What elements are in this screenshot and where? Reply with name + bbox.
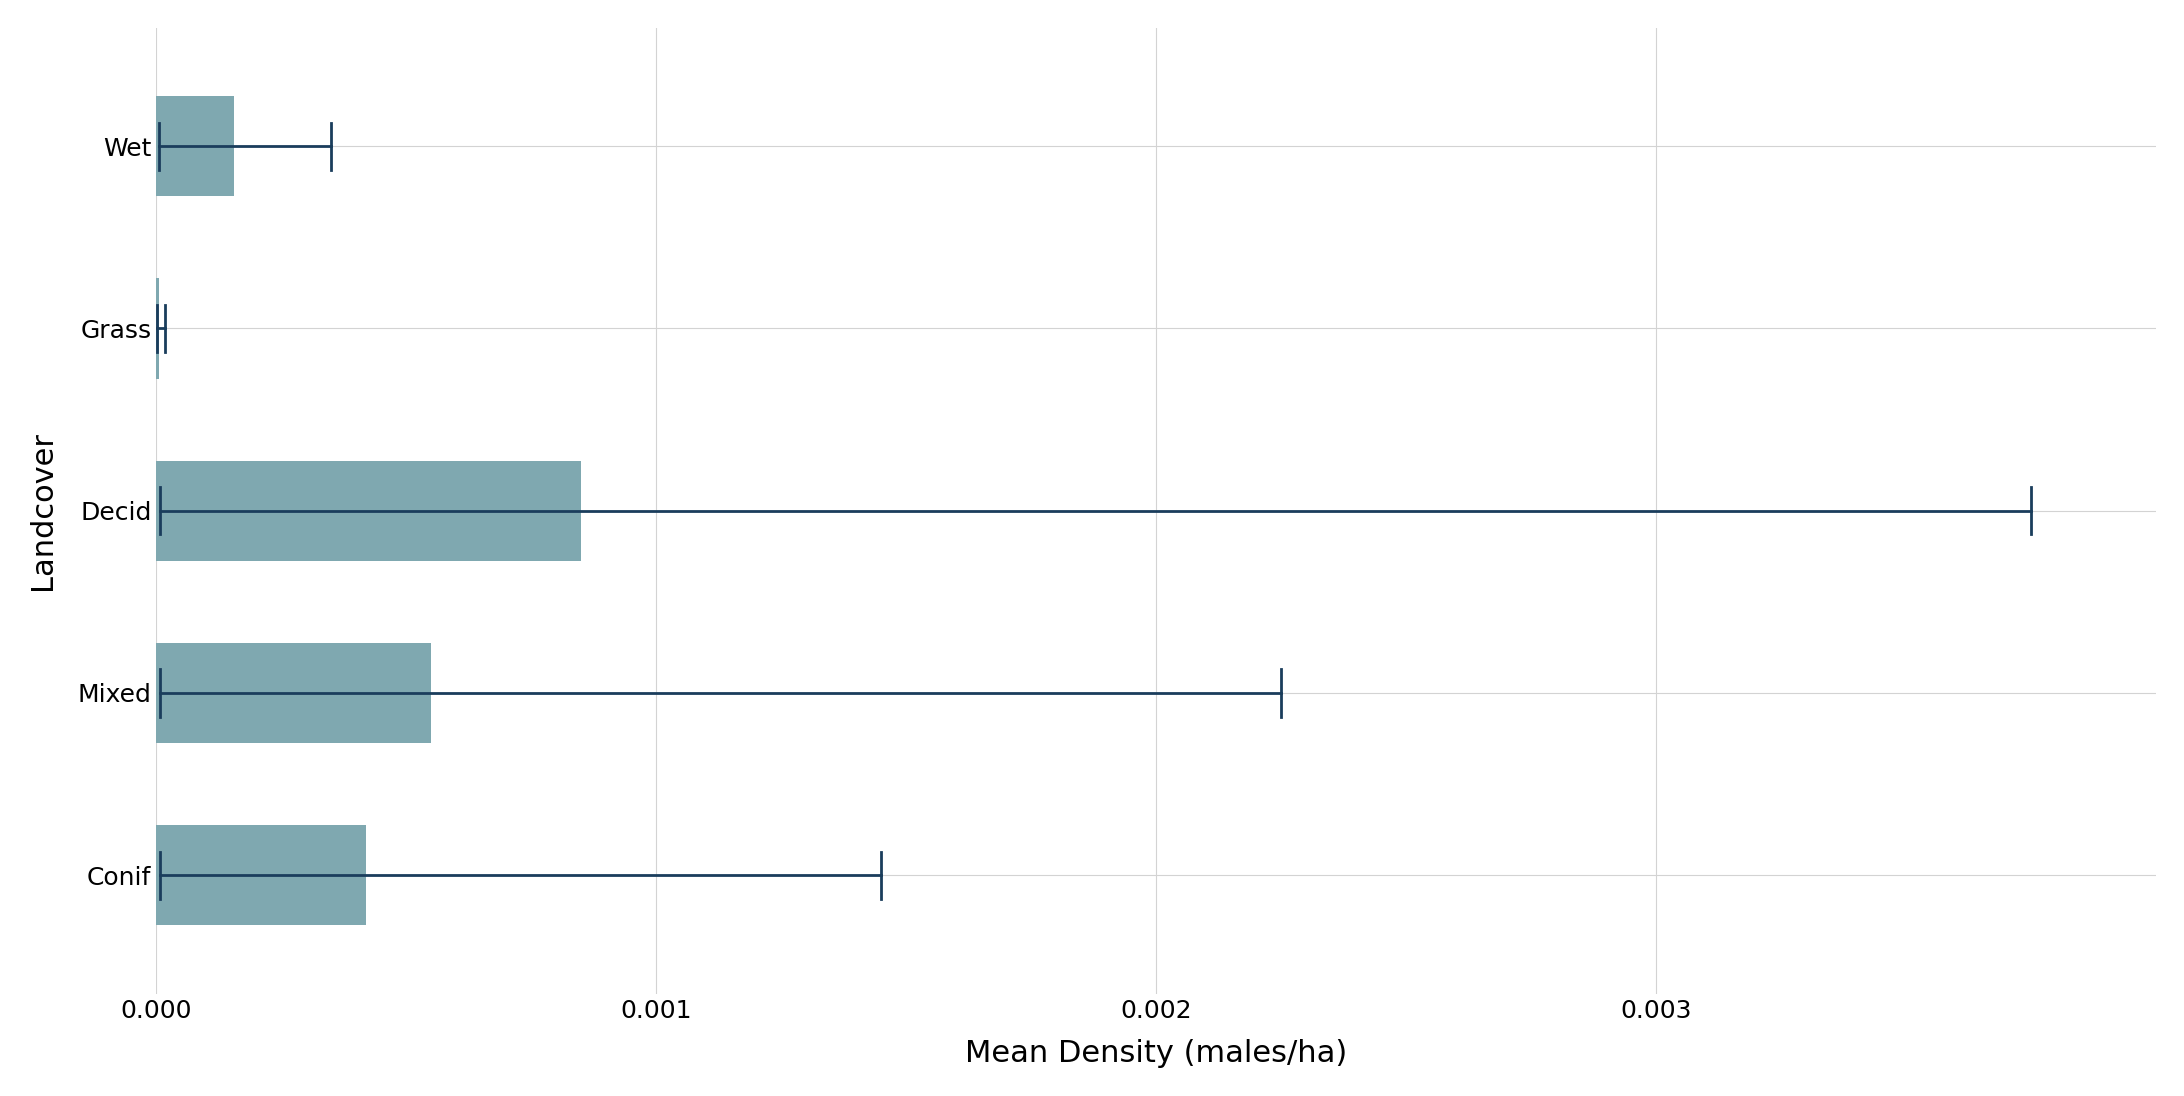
Bar <box>157 643 430 743</box>
Bar <box>157 825 367 925</box>
Bar <box>157 278 159 378</box>
X-axis label: Mean Density (males/ha): Mean Density (males/ha) <box>965 1039 1348 1069</box>
Bar <box>157 96 234 196</box>
Y-axis label: Landcover: Landcover <box>28 431 57 591</box>
Bar <box>157 460 581 561</box>
